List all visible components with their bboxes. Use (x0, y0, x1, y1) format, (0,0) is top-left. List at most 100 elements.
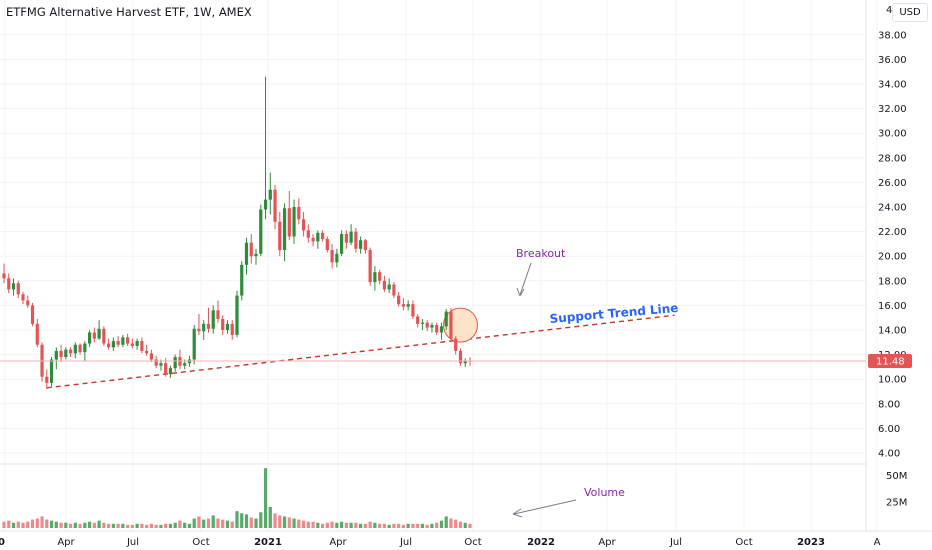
volume-bar (197, 516, 201, 528)
volume-bar (83, 522, 87, 528)
volume-bar (335, 522, 339, 528)
volume-bar (363, 523, 367, 528)
candle-body (130, 343, 134, 346)
candle-body (35, 323, 39, 345)
candle-body (287, 208, 291, 237)
volume-bar (297, 519, 301, 528)
candle-body (301, 219, 306, 231)
price-axis[interactable]: 4.006.008.0010.0012.0014.0016.0018.0020.… (878, 5, 907, 460)
volume-bar (16, 521, 20, 528)
candle-body (444, 311, 448, 327)
volume-bar (397, 523, 401, 528)
volume-label: Volume (584, 486, 625, 499)
candle-body (221, 318, 225, 330)
volume-bar (420, 523, 425, 528)
candle-body (16, 283, 20, 295)
candle-body (121, 337, 125, 345)
candle-body (311, 237, 315, 242)
volume-axis: 50M 25M (886, 471, 907, 508)
candle-body (159, 363, 163, 366)
volume-bar (40, 516, 44, 528)
volume-bar (73, 522, 77, 528)
volume-bar (454, 519, 458, 528)
candle-body (45, 376, 49, 383)
volume-bar (316, 522, 320, 528)
volume-arrowhead (512, 508, 523, 518)
candle-body (87, 332, 92, 344)
candle-body (26, 300, 30, 306)
volume-bar (54, 521, 58, 528)
volume-arrow (513, 499, 577, 515)
last-price-tag: 11.48 (868, 353, 912, 368)
volume-bar (145, 524, 149, 528)
price-tick-label: 4.00 (878, 449, 900, 460)
time-label: Oct (735, 537, 752, 548)
volume-bar (183, 522, 187, 528)
volume-bar (292, 518, 296, 528)
candle-body (235, 295, 239, 335)
candle-body (458, 350, 463, 364)
time-axis[interactable]: 20 Apr Jul Oct 2021 Apr Jul Oct 2022 Apr Jul Oct 202… (0, 537, 881, 548)
volume-bar (368, 521, 372, 528)
candle-body (359, 240, 363, 249)
candle-body (363, 240, 367, 251)
volume-bar (282, 516, 287, 528)
candle-body (340, 234, 344, 254)
candle-body (64, 349, 68, 358)
volume-bar (21, 522, 25, 528)
candle-body (354, 231, 358, 249)
volume-bar (178, 520, 182, 528)
candle-body (211, 310, 215, 329)
volume-tick-label: 50M (886, 471, 907, 482)
volume-bar (92, 522, 96, 528)
candle-body (54, 350, 58, 360)
candle-body (268, 189, 272, 200)
candle-body (240, 264, 244, 296)
volume-bar (340, 521, 344, 528)
volume-bar (378, 523, 382, 528)
time-label: Jul (669, 537, 682, 548)
volume-bar (130, 524, 134, 528)
candle-body (463, 360, 467, 364)
candle-body (206, 323, 211, 329)
breakout-arrowhead (516, 287, 525, 297)
volume-bar (392, 523, 396, 528)
volume-bar (159, 524, 163, 528)
volume-tick-label: 25M (886, 497, 907, 508)
volume-bar (121, 523, 125, 528)
volume-bar (411, 523, 415, 528)
candle-body (97, 328, 101, 339)
candle-body (273, 189, 277, 222)
volume-bar (192, 518, 196, 528)
volume-bar (225, 520, 230, 528)
candle-body (263, 199, 268, 210)
candle-body (344, 234, 348, 243)
candle-body (102, 328, 106, 344)
volume-bar (97, 520, 101, 528)
volume-bar (187, 523, 192, 528)
candle-body (401, 304, 406, 307)
candle-body (197, 328, 201, 332)
candle-body (259, 209, 263, 254)
breakout-label: Breakout (516, 247, 566, 260)
grid (0, 0, 878, 531)
volume-bar (387, 524, 391, 528)
candle-body (430, 325, 434, 328)
volume-bar (164, 523, 168, 528)
candle-body (202, 323, 206, 332)
volume-bar (449, 518, 453, 528)
volume-bar (430, 523, 434, 528)
candle-body (368, 250, 372, 283)
time-label: 20 (0, 537, 5, 548)
price-tick-label: 10.00 (878, 375, 907, 386)
volume-bar (439, 520, 444, 528)
volume-bar (235, 511, 239, 528)
volume-bar (249, 517, 253, 528)
time-label: 2023 (797, 537, 825, 548)
currency-button[interactable]: USD (892, 3, 928, 22)
candle-body (59, 350, 63, 358)
volume-bar (263, 468, 268, 528)
time-label: Apr (329, 537, 347, 548)
